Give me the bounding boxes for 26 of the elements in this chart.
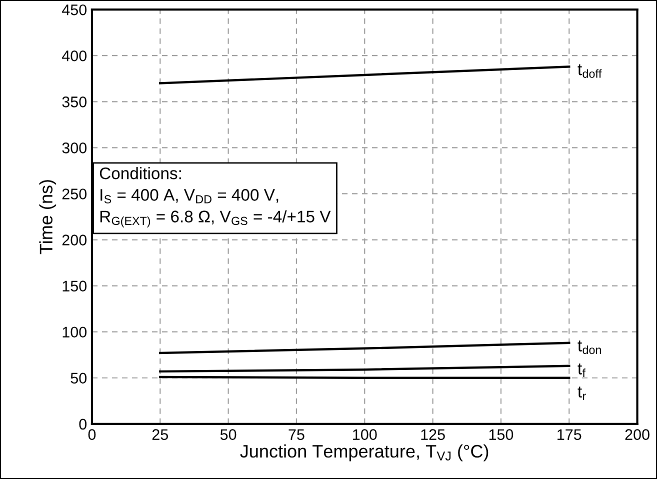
y-axis-title: Time (ns) (39, 180, 56, 254)
y-tick-label: 350 (62, 96, 87, 108)
series-label: t$_{don}$ (578, 340, 601, 354)
y-tick-label: 400 (62, 50, 87, 62)
text: Conditions: I$_{S}$ = 400 A, V$_{DD}$ = 400 V, R$_{G(EXT)}$ = 6.8 Ω, V$_{GS}$ = -4/+15 V (100, 167, 331, 228)
x-tick-label: 125 (421, 429, 445, 440)
y-tick-label: 250 (62, 188, 87, 200)
y-tick-label: 450 (62, 4, 87, 16)
x-tick-label: 175 (558, 429, 582, 440)
y-tick-label: 0 (79, 418, 87, 430)
x-tick-label: 50 (220, 429, 236, 440)
series-label: t$_{r}$ (578, 386, 586, 400)
y-tick-label: 150 (62, 280, 87, 292)
x-tick-label: 75 (288, 429, 304, 440)
y-tick-label: 300 (62, 142, 87, 154)
y-tick-label: 200 (62, 234, 87, 246)
x-tick-label: 100 (353, 429, 377, 440)
series-label: t$_{doff}$ (578, 64, 602, 78)
series-label: t$_{f}$ (578, 364, 586, 377)
x-tick-label: 200 (625, 429, 650, 440)
y-tick-label: 50 (70, 372, 87, 384)
x-tick-label: 0 (88, 429, 96, 440)
x-tick-label: 150 (489, 429, 514, 440)
y-tick-label: 100 (62, 326, 87, 338)
x-axis-title: Junction Temperature, T$_{VJ}$ (°C) (240, 444, 488, 462)
x-tick-label: 25 (152, 429, 168, 440)
